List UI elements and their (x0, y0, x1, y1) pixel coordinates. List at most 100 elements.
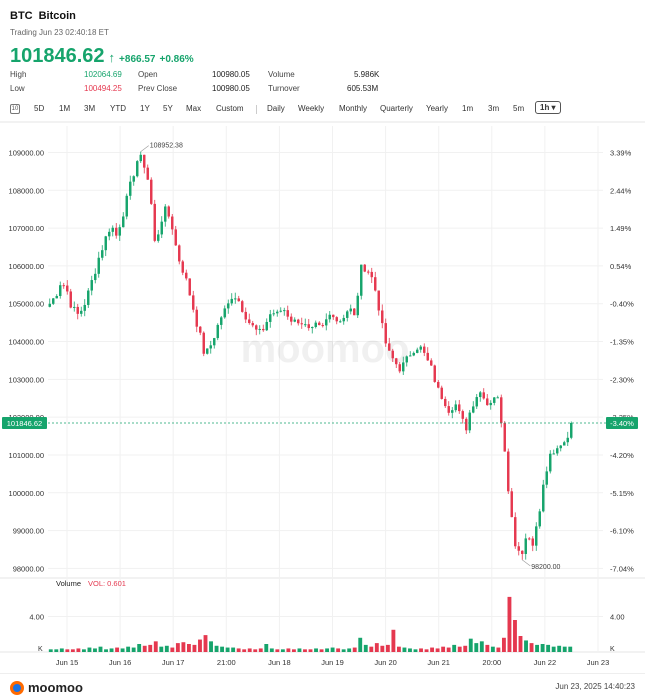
candle-body (538, 511, 541, 527)
volume-bar (214, 645, 219, 652)
candle-body (255, 325, 258, 330)
candle-body (111, 227, 114, 232)
candle-body (216, 324, 219, 339)
candle-body (185, 272, 188, 279)
period-daily[interactable]: Daily (267, 104, 285, 113)
volume-bar (308, 649, 313, 652)
period-monthly[interactable]: Monthly (339, 104, 368, 113)
candle-body (367, 271, 370, 273)
y-right-tick-label: -2.30% (610, 375, 634, 384)
volume-bar (446, 647, 451, 652)
candle-body (395, 358, 398, 365)
candle-body (227, 303, 230, 309)
y-right-tick-label: -5.15% (610, 489, 634, 498)
period-weekly[interactable]: Weekly (298, 104, 325, 113)
volume-indicator: VOL: 0.601 (88, 579, 126, 588)
current-pct-tag-label: -3.40% (610, 419, 634, 428)
candle-body (328, 314, 331, 320)
candle-body (283, 310, 286, 312)
volume-bar (148, 644, 153, 652)
volume-bar (490, 646, 495, 652)
calendar-icon[interactable]: 10 (10, 104, 20, 114)
candle-body (458, 404, 461, 412)
volume-bar (264, 644, 269, 652)
volume-bar (557, 645, 562, 652)
volume-value: 5.986K (354, 70, 380, 79)
range-custom[interactable]: Custom (216, 104, 244, 113)
y-right-tick-label: -6.10% (610, 527, 634, 536)
candle-body (353, 308, 356, 316)
period-yearly[interactable]: Yearly (426, 104, 448, 113)
candle-body (248, 319, 251, 324)
x-tick-label: Jun 22 (534, 658, 557, 667)
candle-body (62, 285, 65, 287)
range-5d[interactable]: 5D (34, 104, 45, 113)
candle-body (122, 216, 125, 228)
volume-bar (347, 648, 352, 652)
range-1y[interactable]: 1Y (140, 104, 150, 113)
volume-bar (463, 645, 468, 652)
period-1m[interactable]: 1m (462, 104, 474, 113)
candle-body (66, 285, 69, 292)
range-3m[interactable]: 3M (84, 104, 96, 113)
volume-bar (358, 637, 363, 652)
range-1m[interactable]: 1M (59, 104, 71, 113)
candle-body (482, 392, 485, 399)
volume-bar (76, 648, 81, 652)
candle-body (153, 203, 156, 241)
quote-header: BTC Bitcoin Trading Jun 23 02:40:18 ET (10, 10, 109, 37)
volume-bar (170, 647, 175, 652)
candle-body (570, 422, 573, 438)
period-quarterly[interactable]: Quarterly (380, 104, 413, 113)
volume-bar (192, 644, 197, 652)
candle-body (213, 338, 216, 346)
candle-body (332, 314, 335, 318)
volume-bar (209, 641, 213, 652)
candle-body (461, 411, 464, 419)
candle-body (83, 304, 86, 311)
volume-bar (518, 636, 523, 652)
x-tick-label: Jun 16 (109, 658, 132, 667)
candle-body (493, 397, 496, 403)
candle-body (178, 245, 181, 262)
volume-bar (507, 596, 512, 652)
volume-bar (54, 649, 59, 652)
volume-bar (319, 649, 324, 652)
volume-bar (198, 639, 202, 652)
candle-body (241, 301, 244, 312)
candle-body (195, 309, 198, 327)
candle-body (388, 343, 391, 351)
ticker-title: BTC Bitcoin (10, 10, 109, 22)
chart-toolbar: 10 5D 1M 3M YTD 1Y 5Y Max Custom Daily W… (10, 101, 635, 118)
candle-body (164, 206, 167, 222)
y-left-tick-label: 109000.00 (9, 148, 44, 157)
volume-bar (59, 648, 64, 652)
period-3m[interactable]: 3m (488, 104, 500, 113)
toolbar-divider (256, 105, 257, 114)
volume-bar (485, 644, 490, 652)
turnover-value: 605.53M (347, 84, 379, 93)
x-tick-label: Jun 15 (56, 658, 79, 667)
candle-body (202, 332, 205, 354)
period-5m[interactable]: 5m (513, 104, 525, 113)
candle-body (97, 257, 100, 274)
range-ytd[interactable]: YTD (110, 104, 126, 113)
up-arrow-icon: ↑ (108, 50, 116, 65)
price-change: +866.57 (119, 54, 156, 65)
range-5y[interactable]: 5Y (163, 104, 173, 113)
candle-body (90, 280, 93, 291)
candle-body (545, 471, 548, 485)
interval-dropdown[interactable]: 1h ▾ (535, 101, 561, 114)
volume-right-tick-label: 4.00 (610, 612, 625, 621)
volume-bar (535, 644, 540, 652)
volume-bar (120, 648, 125, 652)
volume-bar (479, 641, 484, 652)
candle-body (220, 317, 223, 325)
range-max[interactable]: Max (186, 104, 202, 113)
candle-body (507, 451, 510, 492)
candle-body (139, 154, 142, 162)
candle-body (370, 271, 373, 278)
y-left-tick-label: 108000.00 (9, 186, 44, 195)
volume-bar (402, 647, 407, 652)
